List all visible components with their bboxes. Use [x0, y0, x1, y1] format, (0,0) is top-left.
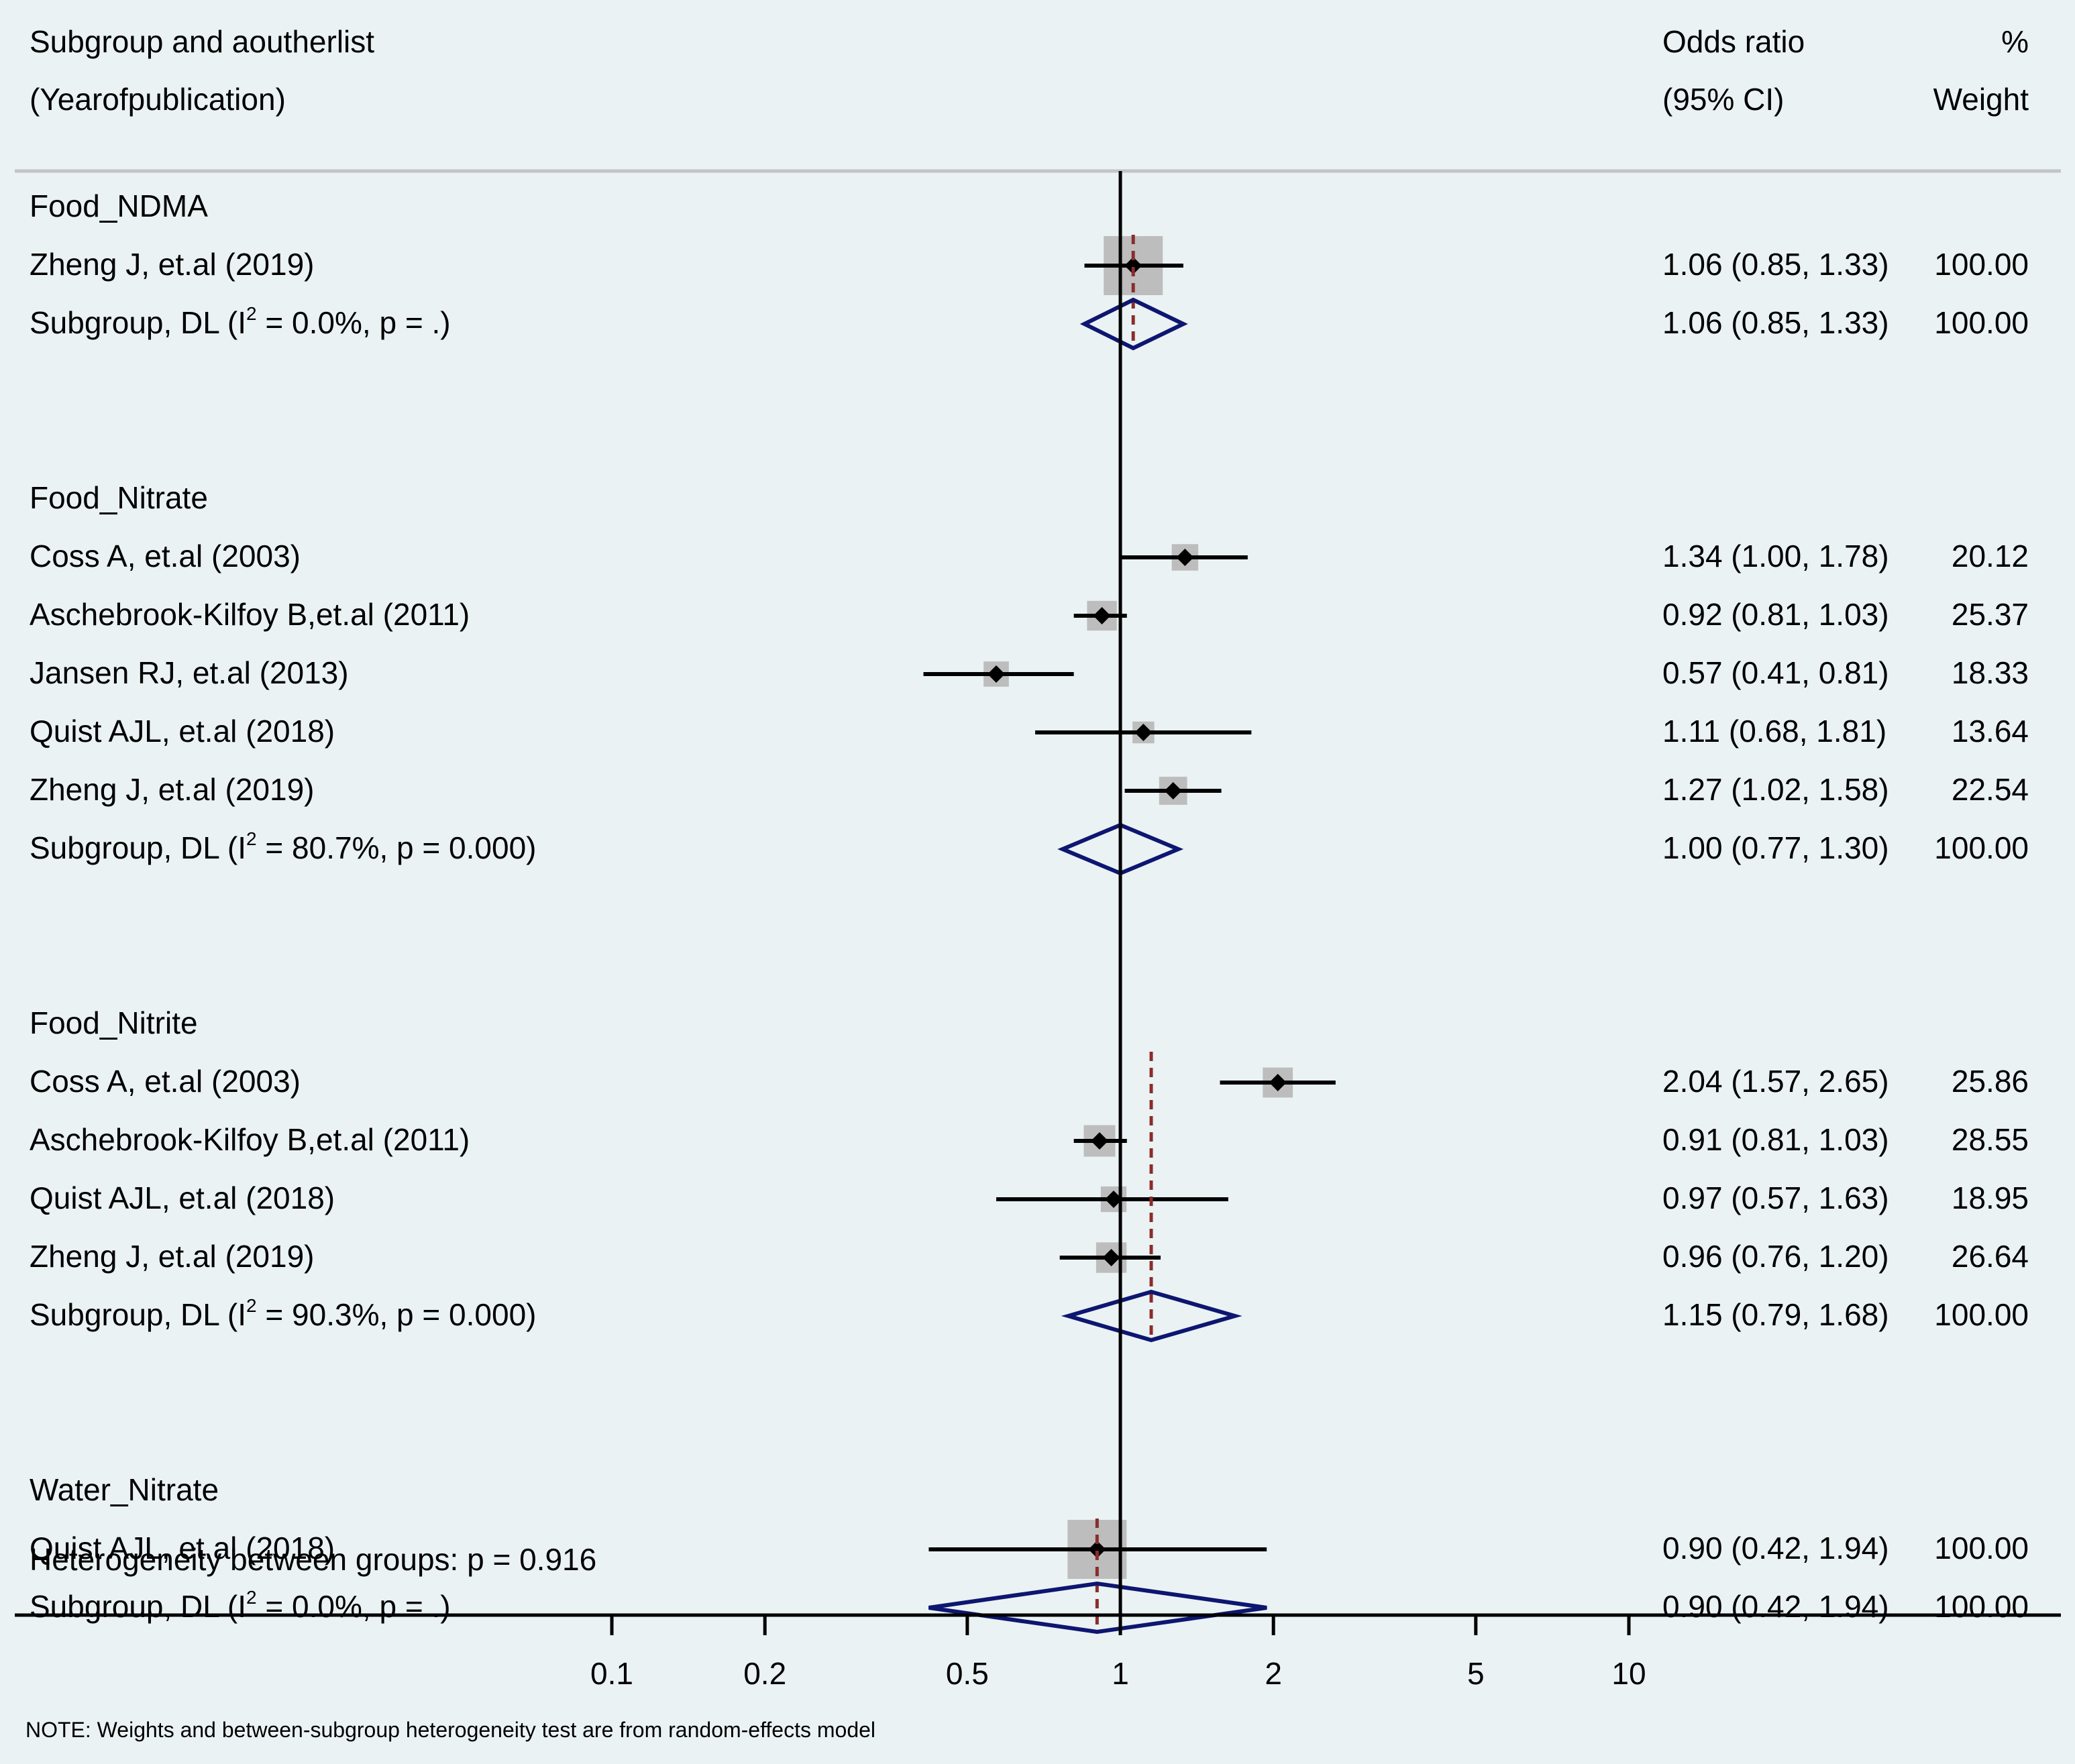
or-ci-value: 1.34 (1.00, 1.78)	[1662, 539, 1889, 573]
subgroup-diamond	[1061, 1289, 1242, 1343]
point-estimate	[987, 665, 1005, 683]
or-ci-value: 0.90 (0.42, 1.94)	[1662, 1531, 1889, 1565]
weight-value: 25.86	[1952, 1064, 2029, 1099]
or-ci-value: 2.04 (1.57, 2.65)	[1662, 1064, 1889, 1099]
plot-marks	[923, 171, 1336, 1635]
subgroup-label: Subgroup, DL (I2 = 0.0%, p = .)	[30, 1587, 451, 1624]
group-title: Water_Nitrate	[30, 1472, 219, 1507]
study-label: Quist AJL, et.al (2018)	[30, 1180, 335, 1215]
x-tick-label: 10	[1611, 1656, 1646, 1691]
header-study-line1: Subgroup and aoutherlist	[30, 24, 374, 59]
header-weight-line1: %	[2001, 24, 2029, 59]
group-title: Food_NDMA	[30, 188, 208, 223]
weight-value: 20.12	[1952, 539, 2029, 573]
x-tick-label: 1	[1112, 1656, 1129, 1691]
header-study-line2: (Yearofpublication)	[30, 82, 286, 117]
weight-value: 18.33	[1952, 655, 2029, 690]
subgroup-label: Subgroup, DL (I2 = 90.3%, p = 0.000)	[30, 1295, 536, 1332]
or-ci-value: 1.27 (1.02, 1.58)	[1662, 772, 1889, 807]
point-estimate	[1090, 1132, 1108, 1150]
study-label: Aschebrook-Kilfoy B,et.al (2011)	[30, 597, 470, 632]
point-estimate	[1269, 1074, 1287, 1091]
x-tick-label: 2	[1265, 1656, 1282, 1691]
point-estimate	[1088, 1541, 1106, 1558]
subgroup-or-ci-value: 1.15 (0.79, 1.68)	[1662, 1297, 1889, 1332]
point-estimate	[1164, 782, 1182, 800]
or-ci-value: 0.57 (0.41, 0.81)	[1662, 655, 1889, 690]
weight-value: 100.00	[1934, 1531, 2029, 1565]
study-label: Coss A, et.al (2003)	[30, 539, 301, 573]
weight-value: 22.54	[1952, 772, 2029, 807]
subgroup-weight-value: 100.00	[1934, 1297, 2029, 1332]
weight-value: 13.64	[1952, 714, 2029, 749]
x-tick-label: 0.5	[946, 1656, 989, 1691]
study-label: Jansen RJ, et.al (2013)	[30, 655, 349, 690]
subgroup-weight-value: 100.00	[1934, 1589, 2029, 1624]
x-tick-label: 5	[1467, 1656, 1485, 1691]
subgroup-diamond	[928, 1581, 1267, 1635]
x-tick-label: 0.2	[743, 1656, 786, 1691]
group-title: Food_Nitrite	[30, 1005, 198, 1040]
weight-value: 25.37	[1952, 597, 2029, 632]
subgroup-label: Subgroup, DL (I2 = 0.0%, p = .)	[30, 303, 451, 340]
weight-value: 100.00	[1934, 247, 2029, 282]
x-axis-ticks: 0.1 0.2 0.5 1 2 5 10	[590, 1615, 1646, 1691]
or-ci-value: 0.91 (0.81, 1.03)	[1662, 1122, 1889, 1157]
study-label: Zheng J, et.al (2019)	[30, 1239, 314, 1274]
subgroup-or-ci-value: 0.90 (0.42, 1.94)	[1662, 1589, 1889, 1624]
header-or-line1: Odds ratio	[1662, 24, 1805, 59]
study-label: Quist AJL, et.al (2018)	[30, 714, 335, 749]
subgroup-or-ci-value: 1.00 (0.77, 1.30)	[1662, 830, 1889, 865]
point-estimate	[1176, 549, 1194, 566]
weight-value: 26.64	[1952, 1239, 2029, 1274]
study-label: Zheng J, et.al (2019)	[30, 247, 314, 282]
footnote: NOTE: Weights and between-subgroup heter…	[25, 1718, 875, 1742]
point-estimate	[1102, 1249, 1120, 1266]
header-or-line2: (95% CI)	[1662, 82, 1784, 117]
subgroup-diamond	[1057, 822, 1184, 876]
x-tick-label: 0.1	[590, 1656, 633, 1691]
study-label: Zheng J, et.al (2019)	[30, 772, 314, 807]
subgroup-weight-value: 100.00	[1934, 305, 2029, 340]
subgroup-or-ci-value: 1.06 (0.85, 1.33)	[1662, 305, 1889, 340]
or-ci-value: 1.11 (0.68, 1.81)	[1662, 714, 1886, 749]
point-estimate	[1134, 724, 1153, 741]
or-ci-value: 0.92 (0.81, 1.03)	[1662, 597, 1889, 632]
study-label: Aschebrook-Kilfoy B,et.al (2011)	[30, 1122, 470, 1157]
subgroup-label: Subgroup, DL (I2 = 80.7%, p = 0.000)	[30, 828, 536, 865]
table-rows: Food_NDMA Zheng J, et.al (2019) 1.06 (0.85…	[30, 188, 2029, 1624]
study-label: Quist AJL, et.al (2018)	[30, 1531, 335, 1565]
heterogeneity-text: Heterogeneity between groups: p = 0.916	[30, 1542, 596, 1577]
or-ci-value: 0.97 (0.57, 1.63)	[1662, 1180, 1889, 1215]
weight-value: 18.95	[1952, 1180, 2029, 1215]
subgroup-diamond	[1079, 297, 1188, 351]
point-estimate	[1104, 1191, 1122, 1208]
or-ci-value: 1.06 (0.85, 1.33)	[1662, 247, 1889, 282]
or-ci-value: 0.96 (0.76, 1.20)	[1662, 1239, 1889, 1274]
study-label: Coss A, et.al (2003)	[30, 1064, 301, 1099]
header-weight-line2: Weight	[1933, 82, 2029, 117]
point-estimate	[1124, 257, 1142, 274]
weight-value: 28.55	[1952, 1122, 2029, 1157]
group-title: Food_Nitrate	[30, 480, 208, 515]
point-estimate	[1093, 607, 1111, 624]
subgroup-weight-value: 100.00	[1934, 830, 2029, 865]
